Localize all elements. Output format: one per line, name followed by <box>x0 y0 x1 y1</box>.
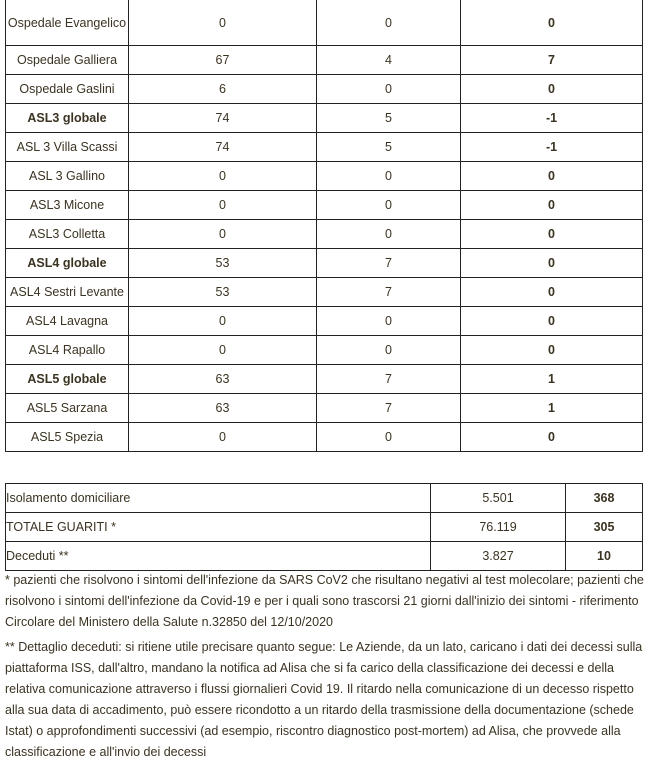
value-b: 7 <box>316 393 461 423</box>
value-a: 74 <box>128 103 317 133</box>
value-a: 6 <box>128 74 317 104</box>
value-delta: 1 <box>460 364 643 394</box>
summary-total: 5.501 <box>430 483 566 513</box>
value-b: 0 <box>316 306 461 336</box>
hospital-name: ASL3 Colletta <box>5 219 129 249</box>
hospital-name: Ospedale Galliera <box>5 45 129 75</box>
summary-row: TOTALE GUARITI * 76.119 305 <box>5 512 643 542</box>
table-row: ASL 3 Villa Scassi 74 5 -1 <box>5 132 643 162</box>
value-a: 74 <box>128 132 317 162</box>
value-delta: 0 <box>460 306 643 336</box>
hospital-name: ASL4 Sestri Levante <box>5 277 129 307</box>
value-a: 0 <box>128 0 317 46</box>
value-delta: 0 <box>460 0 643 46</box>
value-a: 0 <box>128 422 317 452</box>
summary-total: 76.119 <box>430 512 566 542</box>
value-b: 5 <box>316 132 461 162</box>
summary-table: Isolamento domiciliare 5.501 368 TOTALE GUA… <box>5 483 643 571</box>
hospital-table: Ospedale Evangelico 0 0 0 Ospedale Galliera 6… <box>5 0 643 452</box>
table-row: ASL4 globale 53 7 0 <box>5 248 643 278</box>
summary-row: Deceduti ** 3.827 10 <box>5 541 643 571</box>
summary-label: Deceduti ** <box>5 541 431 571</box>
table-row: ASL3 Colletta 0 0 0 <box>5 219 643 249</box>
table-row: Ospedale Galliera 67 4 7 <box>5 45 643 75</box>
value-a: 0 <box>128 161 317 191</box>
value-delta: -1 <box>460 132 643 162</box>
value-b: 5 <box>316 103 461 133</box>
value-delta: 0 <box>460 219 643 249</box>
hospital-name: ASL5 Sarzana <box>5 393 129 423</box>
hospital-name: ASL 3 Villa Scassi <box>5 132 129 162</box>
value-b: 0 <box>316 190 461 220</box>
value-a: 53 <box>128 248 317 278</box>
value-delta: 0 <box>460 161 643 191</box>
hospital-name: ASL4 globale <box>5 248 129 278</box>
value-b: 7 <box>316 277 461 307</box>
summary-label: TOTALE GUARITI * <box>5 512 431 542</box>
value-a: 63 <box>128 393 317 423</box>
table-row: ASL4 Rapallo 0 0 0 <box>5 335 643 365</box>
hospital-name: ASL3 globale <box>5 103 129 133</box>
value-delta: 7 <box>460 45 643 75</box>
value-a: 0 <box>128 335 317 365</box>
value-b: 0 <box>316 422 461 452</box>
value-a: 63 <box>128 364 317 394</box>
value-b: 0 <box>316 219 461 249</box>
hospital-name: ASL5 Spezia <box>5 422 129 452</box>
value-a: 0 <box>128 190 317 220</box>
summary-total: 3.827 <box>430 541 566 571</box>
table-row: ASL5 Sarzana 63 7 1 <box>5 393 643 423</box>
value-b: 0 <box>316 74 461 104</box>
value-b: 0 <box>316 0 461 46</box>
table-row: ASL5 Spezia 0 0 0 <box>5 422 643 452</box>
table-row: ASL3 Micone 0 0 0 <box>5 190 643 220</box>
table-row: ASL4 Sestri Levante 53 7 0 <box>5 277 643 307</box>
footnote-guariti: * pazienti che risolvono i sintomi dell'… <box>5 573 644 629</box>
value-b: 7 <box>316 248 461 278</box>
value-delta: 0 <box>460 190 643 220</box>
value-b: 0 <box>316 161 461 191</box>
value-delta: 1 <box>460 393 643 423</box>
value-b: 0 <box>316 335 461 365</box>
summary-row: Isolamento domiciliare 5.501 368 <box>5 483 643 513</box>
summary-delta: 10 <box>565 541 643 571</box>
value-a: 67 <box>128 45 317 75</box>
value-delta: 0 <box>460 422 643 452</box>
summary-delta: 368 <box>565 483 643 513</box>
table-row: Ospedale Gaslini 6 0 0 <box>5 74 643 104</box>
table-row: ASL4 Lavagna 0 0 0 <box>5 306 643 336</box>
table-row: ASL5 globale 63 7 1 <box>5 364 643 394</box>
hospital-name: ASL 3 Gallino <box>5 161 129 191</box>
value-b: 7 <box>316 364 461 394</box>
value-b: 4 <box>316 45 461 75</box>
hospital-name: ASL5 globale <box>5 364 129 394</box>
hospital-name: ASL4 Lavagna <box>5 306 129 336</box>
hospital-name: ASL3 Micone <box>5 190 129 220</box>
value-a: 0 <box>128 306 317 336</box>
table-row: Ospedale Evangelico 0 0 0 <box>5 0 643 46</box>
value-delta: -1 <box>460 103 643 133</box>
hospital-name: Ospedale Gaslini <box>5 74 129 104</box>
hospital-name: Ospedale Evangelico <box>5 0 129 46</box>
value-a: 0 <box>128 219 317 249</box>
value-delta: 0 <box>460 74 643 104</box>
table-row: ASL3 globale 74 5 -1 <box>5 103 643 133</box>
footnote-deceduti: ** Dettaglio deceduti: si ritiene utile … <box>5 640 643 759</box>
table-row: ASL 3 Gallino 0 0 0 <box>5 161 643 191</box>
value-delta: 0 <box>460 277 643 307</box>
summary-delta: 305 <box>565 512 643 542</box>
value-delta: 0 <box>460 335 643 365</box>
summary-label: Isolamento domiciliare <box>5 483 431 513</box>
value-delta: 0 <box>460 248 643 278</box>
hospital-name: ASL4 Rapallo <box>5 335 129 365</box>
value-a: 53 <box>128 277 317 307</box>
